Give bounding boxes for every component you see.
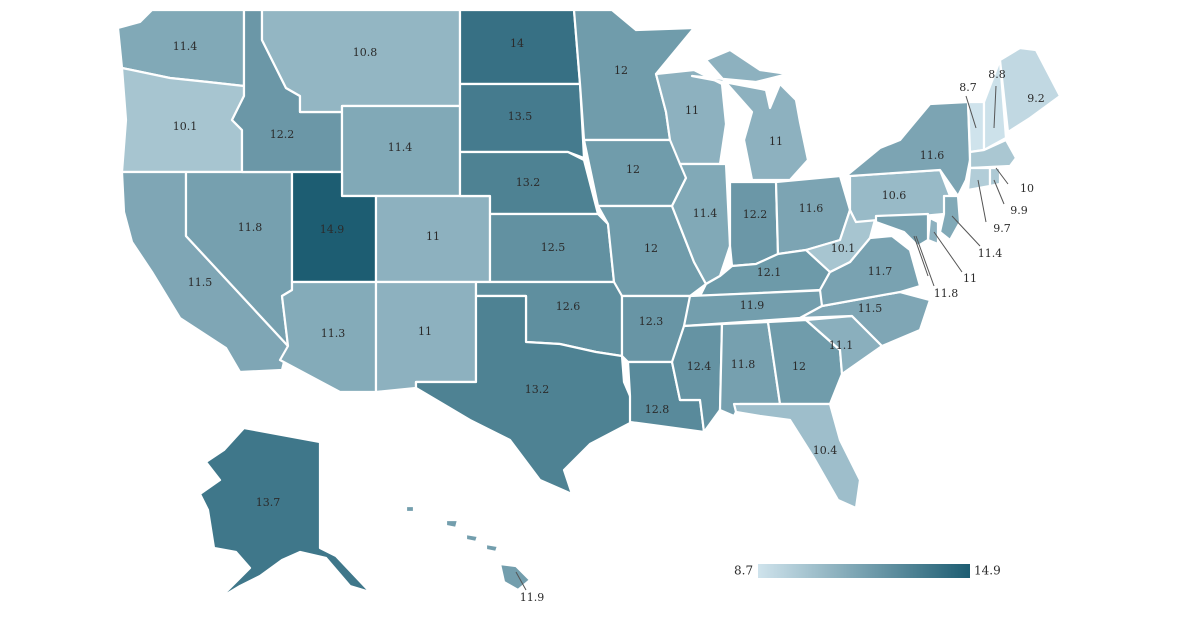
- value-label-CA: 11.5: [188, 276, 213, 289]
- state-HI[interactable]: [404, 504, 532, 592]
- state-NJ[interactable]: [938, 194, 962, 242]
- states-layer: [116, 8, 1062, 600]
- value-label-SC: 11.1: [829, 339, 854, 352]
- value-label-WV: 10.1: [831, 242, 856, 255]
- value-label-AZ: 11.3: [321, 327, 346, 340]
- value-label-NM: 11: [418, 325, 432, 338]
- value-label-UT: 14.9: [320, 223, 345, 236]
- value-label-OK: 12.6: [556, 300, 581, 313]
- value-label-MD: 11.8: [934, 287, 959, 300]
- value-label-SD: 13.5: [508, 110, 533, 123]
- value-label-NH: 8.8: [988, 68, 1006, 81]
- value-label-ND: 14: [510, 37, 524, 50]
- value-label-AR: 12.3: [639, 315, 664, 328]
- value-label-KS: 12.5: [541, 241, 566, 254]
- value-label-MA: 10: [1020, 182, 1034, 195]
- value-label-NY: 11.6: [920, 149, 945, 162]
- value-label-RI: 9.9: [1010, 204, 1028, 217]
- value-label-MO: 12: [644, 242, 658, 255]
- value-label-WI: 11: [685, 104, 699, 117]
- value-label-NE: 13.2: [516, 176, 541, 189]
- value-label-CT: 9.7: [993, 222, 1011, 235]
- value-label-NJ: 11.4: [978, 247, 1003, 260]
- state-DE[interactable]: [926, 216, 940, 246]
- value-label-MI: 11: [769, 135, 783, 148]
- value-label-NC: 11.5: [858, 302, 883, 315]
- state-FL[interactable]: [732, 402, 862, 510]
- legend-min-label: 8.7: [734, 564, 753, 578]
- value-label-MT: 10.8: [353, 46, 378, 59]
- value-label-GA: 12: [792, 360, 806, 373]
- state-RI[interactable]: [988, 166, 1002, 188]
- value-label-NV: 11.8: [238, 221, 263, 234]
- state-AK[interactable]: [198, 426, 372, 600]
- value-label-OR: 10.1: [173, 120, 198, 133]
- value-label-PA: 10.6: [882, 189, 907, 202]
- state-MI[interactable]: [690, 48, 810, 182]
- value-label-ME: 9.2: [1027, 92, 1045, 105]
- legend-max-label: 14.9: [974, 564, 1001, 578]
- value-label-VA: 11.7: [868, 265, 893, 278]
- value-labels: 11.4 10.1 11.5 11.8 12.2 10.8 11.4 14.9 …: [173, 37, 1045, 604]
- value-label-CO: 11: [426, 230, 440, 243]
- state-TX[interactable]: [414, 294, 634, 496]
- value-label-AK: 13.7: [256, 496, 281, 509]
- value-label-FL: 10.4: [813, 444, 838, 457]
- value-label-MN: 12: [614, 64, 628, 77]
- state-ME[interactable]: [998, 46, 1062, 134]
- value-label-OH: 11.6: [799, 202, 824, 215]
- value-label-ID: 12.2: [270, 128, 295, 141]
- value-label-IN: 12.2: [743, 208, 768, 221]
- value-label-HI: 11.9: [520, 591, 545, 604]
- legend-gradient-bar: [758, 564, 970, 578]
- leader-lines: [515, 85, 1009, 591]
- value-label-TN: 11.9: [740, 299, 765, 312]
- value-label-LA: 12.8: [645, 403, 670, 416]
- value-label-WY: 11.4: [388, 141, 413, 154]
- value-label-DE: 11: [963, 272, 977, 285]
- state-IN[interactable]: [728, 180, 780, 268]
- value-label-KY: 12.1: [757, 266, 782, 279]
- legend: 8.7 14.9: [734, 564, 1001, 578]
- value-label-IL: 11.4: [693, 207, 718, 220]
- value-label-IA: 12: [626, 163, 640, 176]
- value-label-TX: 13.2: [525, 383, 550, 396]
- value-label-VT: 8.7: [959, 81, 977, 94]
- value-label-WA: 11.4: [173, 40, 198, 53]
- value-label-MS: 12.4: [687, 360, 712, 373]
- value-label-AL: 11.8: [731, 358, 756, 371]
